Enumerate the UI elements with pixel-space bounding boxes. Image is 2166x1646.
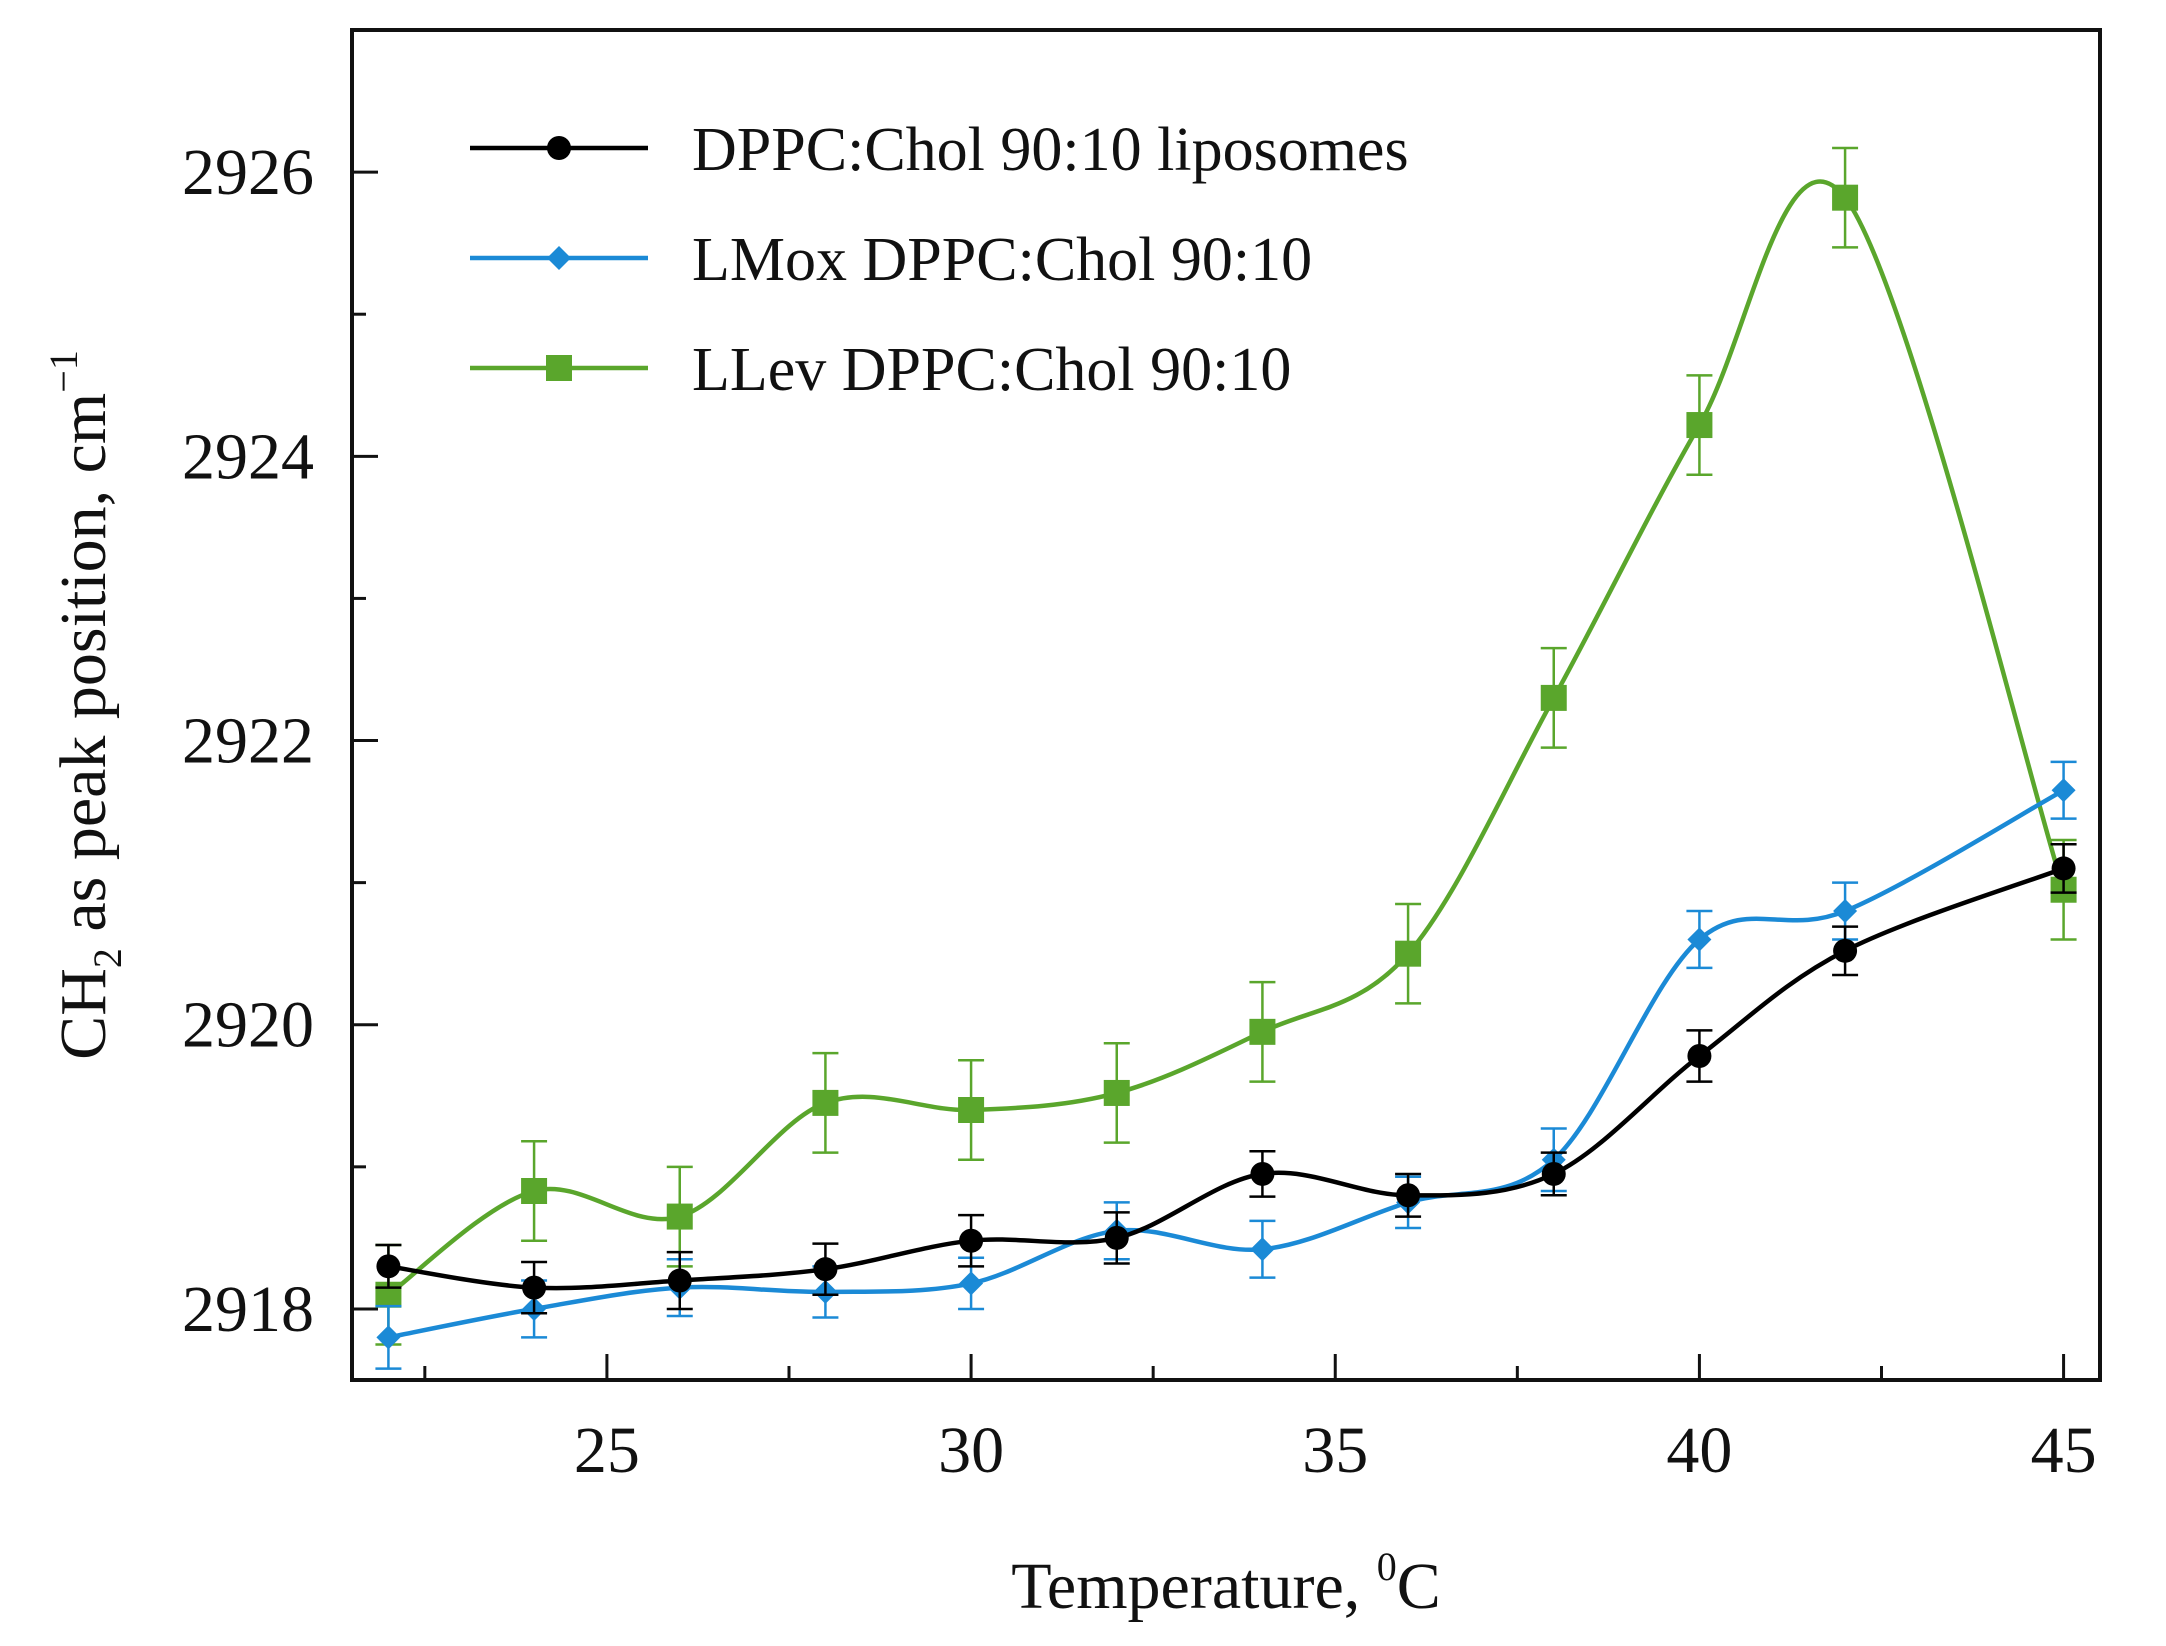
- data-point: [959, 1228, 984, 1253]
- data-point: [667, 1268, 692, 1293]
- data-point: [1103, 1079, 1130, 1106]
- y-tick-label: 2922: [182, 705, 314, 778]
- series-layer: [375, 146, 2077, 1370]
- y-axis-title-subscript: 2: [85, 948, 130, 968]
- x-axis-title-main: Temperature,: [1011, 1550, 1377, 1623]
- data-point: [959, 1271, 984, 1296]
- data-point: [1540, 684, 1567, 711]
- legend-label: LLev DPPC:Chol 90:10: [692, 336, 1291, 404]
- data-point: [1541, 1161, 1566, 1186]
- data-point: [1395, 940, 1422, 967]
- data-point: [2051, 778, 2076, 803]
- x-tick-label: 30: [938, 1414, 1004, 1487]
- x-tick-label: 40: [1666, 1414, 1732, 1487]
- legend: DPPC:Chol 90:10 liposomes LMox DPPC:Chol …: [470, 116, 1409, 404]
- data-point: [812, 1089, 839, 1116]
- plot-frame: [350, 28, 2102, 1382]
- data-point: [1250, 1237, 1275, 1262]
- data-point: [1250, 1161, 1275, 1186]
- y-tick-label: 2920: [182, 989, 314, 1062]
- data-point: [521, 1178, 548, 1204]
- data-point: [813, 1257, 838, 1282]
- series-2: [375, 146, 2077, 1346]
- y-axis-title-superscript: −1: [41, 350, 86, 393]
- data-point: [522, 1275, 547, 1300]
- y-axis-title-prefix: CH: [47, 968, 120, 1060]
- y-axis-title-middle: as peak position, cm: [47, 393, 120, 948]
- x-axis-title-unit: C: [1397, 1550, 1441, 1623]
- x-tick-label: 45: [2031, 1414, 2097, 1487]
- data-point: [376, 1254, 401, 1279]
- series-line: [387, 788, 2065, 1340]
- x-axis-title-superscript: 0: [1377, 1544, 1397, 1589]
- legend-label: DPPC:Chol 90:10 liposomes: [692, 116, 1409, 184]
- data-point: [666, 1203, 693, 1230]
- data-point: [1687, 927, 1712, 952]
- y-tick-label: 2918: [182, 1273, 314, 1346]
- data-point: [376, 1325, 401, 1350]
- series-1: [375, 760, 2077, 1370]
- data-point: [2051, 856, 2076, 881]
- y-axis-title: CH2 as peak position, cm−1: [41, 350, 130, 1060]
- x-axis-title: Temperature, 0C: [1011, 1544, 1441, 1623]
- data-point: [1832, 184, 1859, 211]
- data-point: [958, 1097, 985, 1123]
- data-point: [1686, 412, 1713, 439]
- data-point: [1687, 1044, 1712, 1068]
- data-point: [1104, 1225, 1129, 1250]
- series-0: [375, 843, 2077, 1315]
- data-point: [1249, 1018, 1276, 1045]
- data-point: [1833, 899, 1858, 924]
- legend-marker: [547, 136, 571, 160]
- legend-label: LMox DPPC:Chol 90:10: [692, 226, 1312, 294]
- data-point: [1833, 938, 1858, 963]
- axis-ticks: 25 30 35 40 45 2918 2920 2922 2924 2926: [182, 136, 2097, 1487]
- x-tick-label: 35: [1302, 1414, 1368, 1487]
- x-tick-label: 25: [574, 1414, 640, 1487]
- series-line: [388, 866, 2065, 1291]
- y-tick-label: 2926: [182, 136, 314, 209]
- y-tick-label: 2924: [182, 420, 314, 493]
- data-point: [1396, 1183, 1421, 1208]
- legend-marker: [547, 246, 571, 270]
- legend-marker: [546, 355, 572, 381]
